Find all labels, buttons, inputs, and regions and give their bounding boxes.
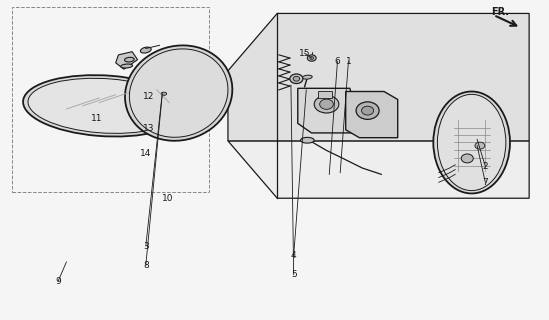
Ellipse shape — [290, 74, 303, 84]
Ellipse shape — [164, 96, 175, 100]
Text: 12: 12 — [143, 92, 154, 101]
Ellipse shape — [28, 78, 182, 133]
Ellipse shape — [141, 47, 151, 53]
Ellipse shape — [23, 75, 187, 137]
Ellipse shape — [293, 76, 300, 81]
Text: 5: 5 — [291, 270, 296, 279]
Ellipse shape — [475, 142, 485, 149]
Polygon shape — [116, 52, 138, 69]
Text: 4: 4 — [291, 251, 296, 260]
Ellipse shape — [433, 92, 510, 194]
Polygon shape — [228, 141, 529, 198]
Text: 1: 1 — [345, 57, 351, 66]
Ellipse shape — [438, 94, 506, 191]
Text: 2: 2 — [483, 162, 488, 171]
Text: 3: 3 — [143, 242, 149, 251]
Bar — [12, 7, 209, 192]
Ellipse shape — [362, 106, 374, 115]
Text: 10: 10 — [162, 194, 173, 203]
Ellipse shape — [130, 49, 228, 137]
Text: 11: 11 — [91, 114, 102, 123]
Text: 7: 7 — [483, 178, 488, 187]
Ellipse shape — [161, 92, 166, 95]
Text: 15: 15 — [299, 49, 310, 58]
Ellipse shape — [307, 55, 316, 61]
Polygon shape — [228, 13, 529, 141]
Polygon shape — [298, 88, 363, 133]
Ellipse shape — [302, 75, 312, 79]
Text: FR.: FR. — [491, 7, 509, 17]
Ellipse shape — [300, 137, 314, 143]
Ellipse shape — [121, 64, 133, 68]
Ellipse shape — [125, 57, 134, 62]
Text: 8: 8 — [143, 261, 149, 270]
Text: 13: 13 — [143, 124, 154, 132]
Ellipse shape — [356, 102, 379, 119]
Text: 14: 14 — [140, 149, 152, 158]
Ellipse shape — [314, 95, 339, 113]
Ellipse shape — [310, 57, 313, 60]
Text: 9: 9 — [55, 276, 61, 285]
Text: 6: 6 — [334, 57, 340, 66]
Bar — [318, 91, 332, 98]
Ellipse shape — [461, 154, 473, 163]
Ellipse shape — [320, 99, 333, 109]
Polygon shape — [346, 92, 397, 138]
Ellipse shape — [125, 45, 232, 141]
